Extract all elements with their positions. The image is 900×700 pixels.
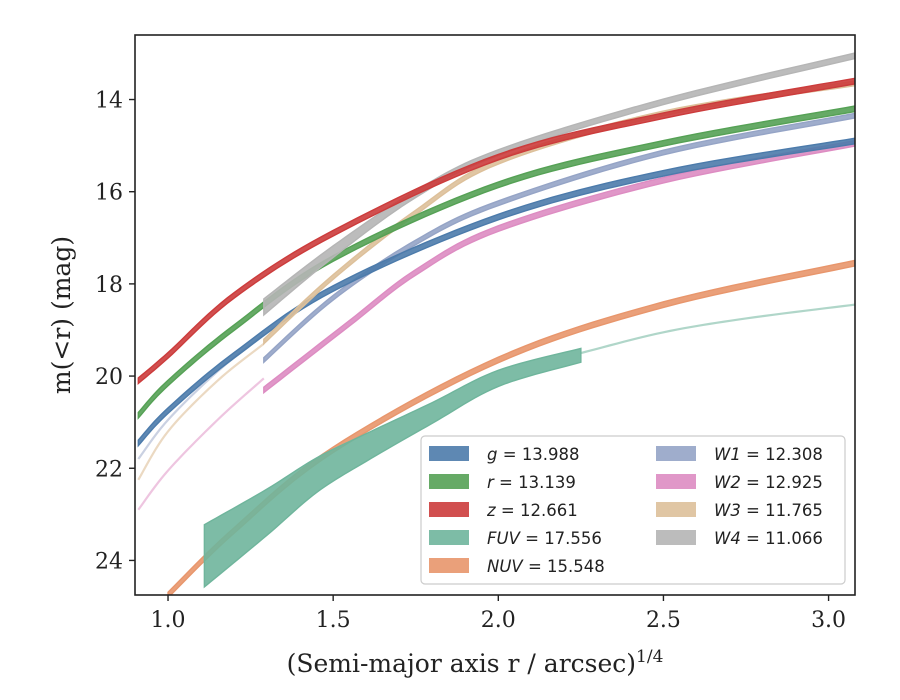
legend-swatch bbox=[429, 474, 469, 489]
x-axis-label-superscript: 1/4 bbox=[636, 647, 663, 667]
legend: g = 13.988 r = 13.139 z = 12.661 FUV = 17.5… bbox=[420, 435, 846, 585]
legend-label: FUV = 17.556 bbox=[487, 529, 602, 548]
legend-item-r: r = 13.139 bbox=[429, 473, 576, 492]
curve bbox=[137, 377, 265, 511]
legend-item-fuv: FUV = 17.556 bbox=[429, 529, 602, 548]
band bbox=[137, 105, 855, 420]
band bbox=[203, 347, 582, 589]
x-tick-label: 2.0 bbox=[481, 608, 516, 633]
data-layer bbox=[137, 52, 855, 595]
legend-item-w1: W1 = 12.308 bbox=[656, 445, 823, 464]
x-axis-label-text: (Semi-major axis r / arcsec) bbox=[287, 649, 636, 678]
band bbox=[263, 80, 855, 346]
series-w3-11-765 bbox=[263, 80, 855, 346]
series-fuv-extrapolation bbox=[580, 303, 855, 355]
legend-item-g: g = 13.988 bbox=[429, 445, 580, 464]
axes: 1.0 1.5 2.0 2.5 3.0 14 16 18 20 22 24 bbox=[95, 34, 856, 633]
x-tick-label: 3.0 bbox=[811, 608, 846, 633]
y-axis-label: m(<r) (mag) bbox=[47, 236, 76, 394]
series-w2-faint bbox=[137, 377, 265, 511]
legend-swatch bbox=[429, 446, 469, 461]
band bbox=[263, 139, 855, 395]
legend-label: z = 12.661 bbox=[486, 501, 578, 520]
legend-swatch bbox=[429, 530, 469, 545]
series-w3-faint bbox=[137, 342, 265, 481]
y-tick-label: 22 bbox=[95, 457, 123, 482]
legend-item-z: z = 12.661 bbox=[429, 501, 578, 520]
legend-label: W1 = 12.308 bbox=[714, 445, 823, 464]
x-tick-label: 2.5 bbox=[646, 608, 681, 633]
series-fuv-17-556 bbox=[203, 347, 582, 589]
curve bbox=[137, 342, 265, 481]
band bbox=[137, 137, 855, 448]
legend-item-w4: W4 = 11.066 bbox=[656, 529, 823, 548]
legend-label: W3 = 11.765 bbox=[714, 501, 823, 520]
legend-swatch bbox=[656, 474, 696, 489]
legend-label: W2 = 12.925 bbox=[714, 473, 823, 492]
legend-item-nuv: NUV = 15.548 bbox=[429, 557, 605, 576]
x-axis-label: (Semi-major axis r / arcsec)1/4 bbox=[287, 647, 664, 678]
curve bbox=[580, 303, 855, 355]
y-tick-label: 16 bbox=[95, 181, 123, 206]
legend-item-w3: W3 = 11.765 bbox=[656, 501, 823, 520]
legend-label: g = 13.988 bbox=[487, 445, 580, 464]
y-tick-label: 14 bbox=[95, 89, 123, 114]
legend-item-w2: W2 = 12.925 bbox=[656, 473, 823, 492]
legend-label: W4 = 11.066 bbox=[714, 529, 823, 548]
x-tick-label: 1.5 bbox=[316, 608, 351, 633]
series-g-13-988 bbox=[137, 137, 855, 448]
legend-swatch bbox=[656, 530, 696, 545]
axis-labels: (Semi-major axis r / arcsec)1/4 m(<r) (ma… bbox=[47, 236, 663, 678]
legend-swatch bbox=[656, 446, 696, 461]
series-r-13-139 bbox=[137, 105, 855, 420]
legend-swatch bbox=[429, 558, 469, 573]
y-tick-label: 18 bbox=[95, 273, 123, 298]
series-z-12-661 bbox=[137, 77, 855, 385]
y-tick-label: 24 bbox=[95, 549, 123, 574]
legend-box bbox=[420, 435, 846, 585]
legend-swatch bbox=[429, 502, 469, 517]
legend-swatch bbox=[656, 502, 696, 517]
legend-label: NUV = 15.548 bbox=[487, 557, 605, 576]
plot-frame bbox=[134, 34, 856, 596]
x-tick-label: 1.0 bbox=[151, 608, 186, 633]
y-tick-label: 20 bbox=[95, 365, 123, 390]
band bbox=[137, 77, 855, 385]
legend-label: r = 13.139 bbox=[487, 473, 576, 492]
series-w2-12-925 bbox=[263, 139, 855, 395]
